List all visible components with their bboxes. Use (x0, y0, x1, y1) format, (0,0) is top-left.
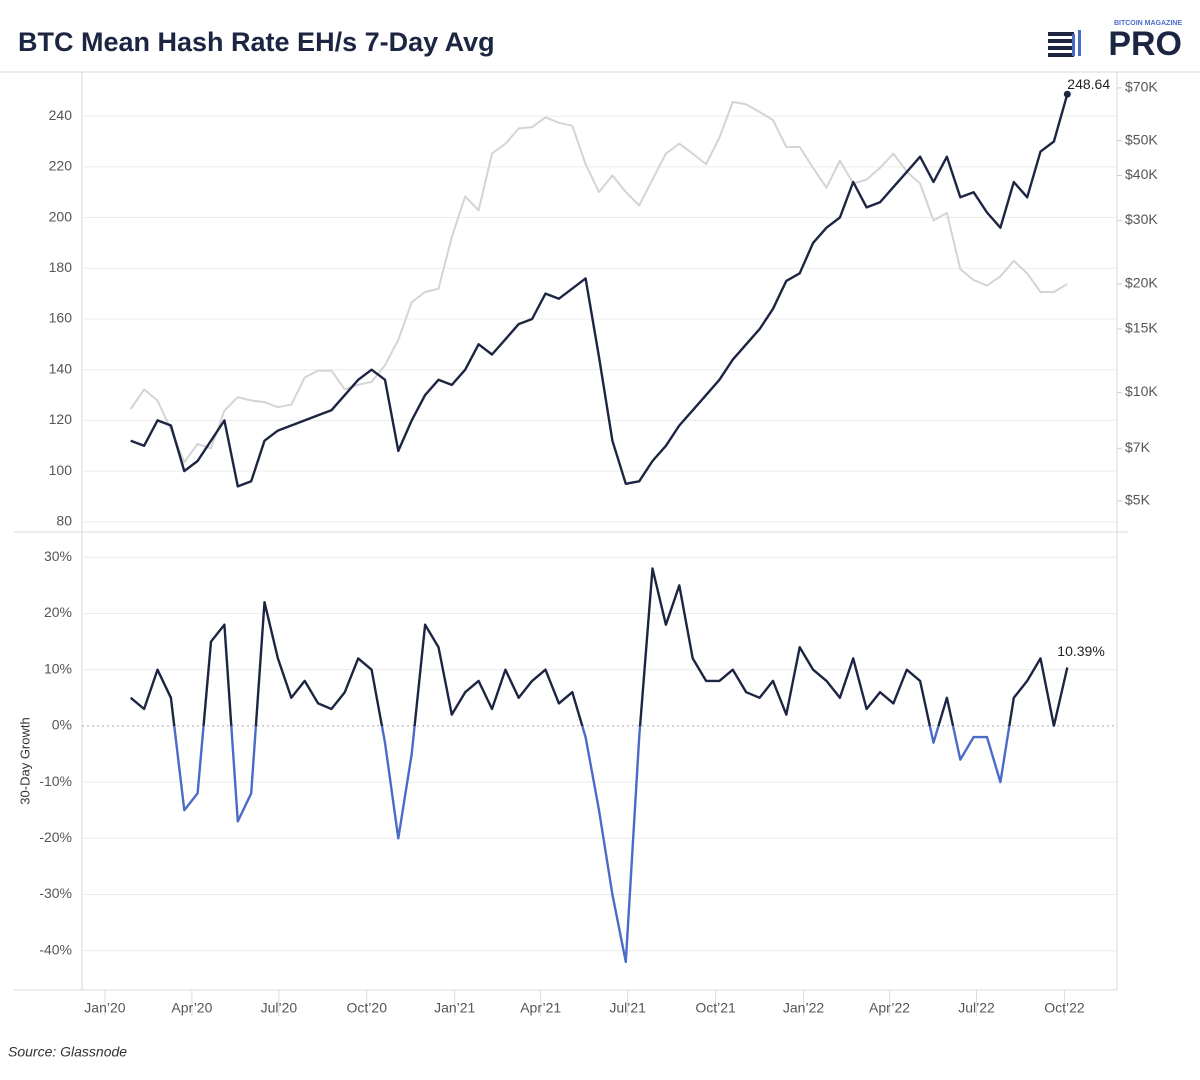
y-tick-label: -30% (39, 885, 72, 901)
series-line (130, 93, 1069, 488)
x-tick-label: Jul’20 (261, 1000, 298, 1016)
end-marker (1063, 90, 1071, 98)
x-tick-label: Jan’21 (434, 1000, 475, 1016)
x-tick-label: Jul’22 (958, 1000, 995, 1016)
logo-stripe (1078, 30, 1081, 56)
y-tick-label: -10% (39, 773, 72, 789)
y-tick-label: 220 (49, 158, 73, 174)
y2-tick-label: $50K (1125, 131, 1158, 147)
logo: BITCOIN MAGAZINE PRO (1048, 20, 1182, 63)
y2-tick-label: $15K (1125, 320, 1158, 336)
x-tick-label: Oct’22 (1044, 1000, 1085, 1016)
y-tick-label: 0% (52, 717, 72, 733)
y-tick-label: 80 (56, 513, 72, 529)
y-tick-label: 20% (44, 604, 72, 620)
y2-tick-label: $10K (1125, 383, 1158, 399)
y2-tick-label: $40K (1125, 166, 1158, 182)
series-line (129, 567, 1069, 964)
logo-small: BITCOIN MAGAZINE (1114, 20, 1182, 27)
x-tick-label: Oct’21 (695, 1000, 736, 1016)
end-label: 248.64 (1067, 76, 1110, 92)
y2-tick-label: $70K (1125, 79, 1158, 95)
x-tick-label: Jul’21 (609, 1000, 646, 1016)
x-tick-label: Apr’22 (869, 1000, 910, 1016)
y-axis-label: 30-Day Growth (17, 717, 32, 804)
y-tick-label: 200 (49, 208, 73, 224)
x-tick-label: Apr’20 (171, 1000, 212, 1016)
y-tick-label: 100 (49, 462, 73, 478)
logo-stripe (1048, 46, 1074, 50)
logo-stripe (1072, 34, 1075, 56)
x-tick-label: Apr’21 (520, 1000, 561, 1016)
y-tick-label: 240 (49, 107, 73, 123)
source: Source: Glassnode (8, 1044, 127, 1060)
y-tick-label: -20% (39, 829, 72, 845)
x-tick-label: Oct’20 (347, 1000, 388, 1016)
y-tick-label: 140 (49, 360, 73, 376)
value-label: 10.39% (1057, 643, 1104, 659)
chart-title: BTC Mean Hash Rate EH/s 7-Day Avg (18, 27, 495, 57)
y2-tick-label: $7K (1125, 439, 1151, 455)
y-tick-label: -40% (39, 941, 72, 957)
x-tick-label: Jan’20 (84, 1000, 125, 1016)
y-tick-label: 160 (49, 310, 73, 326)
series-line (129, 100, 1068, 464)
y2-tick-label: $20K (1125, 275, 1158, 291)
y2-tick-label: $30K (1125, 211, 1158, 227)
logo-big: PRO (1108, 25, 1182, 63)
y-tick-label: 30% (44, 548, 72, 564)
logo-stripe (1048, 32, 1074, 36)
y-tick-label: 10% (44, 660, 72, 676)
logo-stripe (1048, 53, 1074, 57)
y-tick-label: 180 (49, 259, 73, 275)
y2-tick-label: $5K (1125, 492, 1151, 508)
x-tick-label: Jan’22 (783, 1000, 824, 1016)
y-tick-label: 120 (49, 411, 73, 427)
logo-stripe (1048, 39, 1074, 43)
